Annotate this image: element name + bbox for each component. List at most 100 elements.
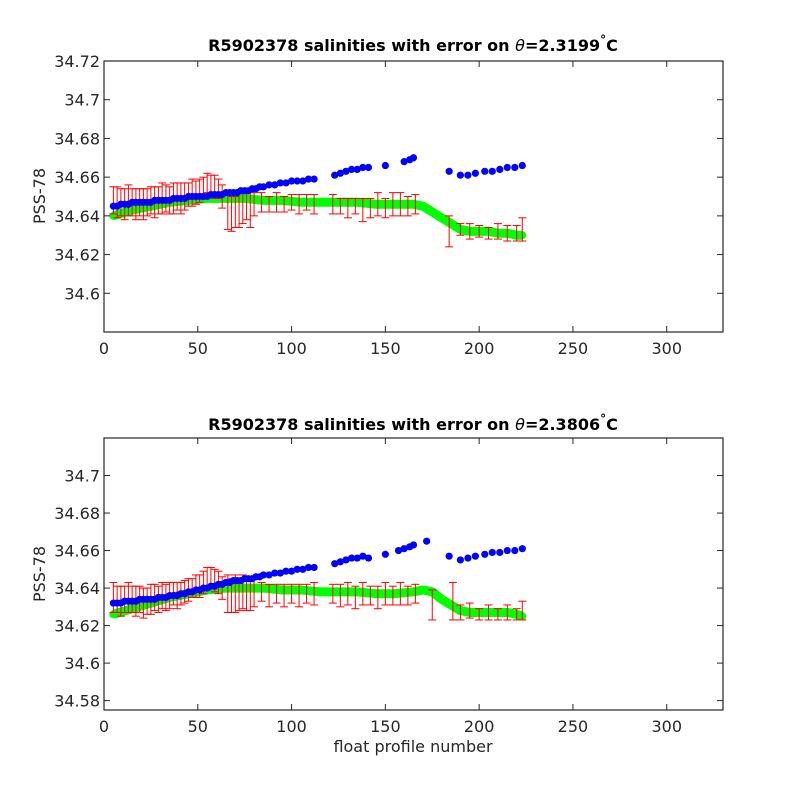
error-bar <box>465 602 474 619</box>
calibrated-point <box>390 589 399 598</box>
error-bar <box>287 583 296 604</box>
measured-point <box>518 161 526 170</box>
calibrated-point <box>447 219 456 228</box>
calibrated-point <box>428 207 437 216</box>
calibrated-point <box>409 200 418 209</box>
error-bar <box>475 225 484 238</box>
measured-point <box>271 181 279 189</box>
calibrated-point <box>259 196 268 205</box>
error-bar <box>396 581 405 606</box>
error-bar <box>475 608 484 621</box>
calibrated-point <box>334 587 343 596</box>
calibrated-point <box>240 584 249 593</box>
measured-point <box>445 167 453 175</box>
y-tick-label: 34.58 <box>54 692 100 711</box>
x-tick-label: 150 <box>370 339 401 358</box>
chart-bottom-x-axis: 0 50 100 150 200 250 300 <box>99 438 682 736</box>
error-bar <box>310 194 319 215</box>
measured-point <box>464 171 472 179</box>
calibrated-point <box>447 600 456 609</box>
error-bar <box>381 581 390 606</box>
measured-point <box>310 175 318 183</box>
measured-point <box>511 546 519 555</box>
measured-point <box>496 548 504 557</box>
x-tick-label: 50 <box>188 717 208 736</box>
calibrated-point <box>296 585 305 594</box>
chart-bottom-measured-series <box>109 537 526 607</box>
error-bar <box>265 196 274 213</box>
measured-point <box>304 175 313 183</box>
measured-point <box>293 177 301 185</box>
measured-point <box>265 181 273 189</box>
x-tick-label: 250 <box>558 717 589 736</box>
error-bar <box>328 583 337 604</box>
y-tick-label: 34.64 <box>54 207 100 226</box>
measured-point <box>496 165 504 173</box>
error-bar <box>218 576 227 600</box>
measured-point <box>293 565 301 573</box>
x-tick-label: 0 <box>99 339 109 358</box>
chart-top: R5902378 salinities with error on θ=2.31… <box>30 33 724 358</box>
error-bar <box>343 581 352 606</box>
x-tick-label: 250 <box>558 339 589 358</box>
measured-point <box>381 161 389 170</box>
calibrated-point <box>418 585 427 594</box>
error-bar <box>503 604 512 621</box>
error-bar <box>456 223 465 236</box>
error-bar <box>388 585 397 606</box>
error-bar <box>381 197 390 219</box>
x-tick-label: 0 <box>99 717 109 736</box>
y-tick-label: 34.62 <box>54 246 100 265</box>
measured-point <box>359 163 367 172</box>
measured-point <box>471 552 479 560</box>
x-tick-label: 300 <box>651 339 682 358</box>
error-bar <box>295 194 304 215</box>
calibrated-point <box>315 198 324 207</box>
calibrated-point <box>371 589 380 598</box>
measured-point <box>276 179 284 187</box>
measured-point <box>488 548 496 557</box>
chart-bottom-title: R5902378 salinities with error on θ=2.38… <box>208 412 618 434</box>
error-bar <box>295 583 304 608</box>
error-bar <box>188 178 197 207</box>
error-bar <box>388 192 397 217</box>
measured-point <box>423 537 431 545</box>
error-bar <box>272 583 281 604</box>
measured-point <box>464 554 472 562</box>
calibrated-point <box>390 200 399 209</box>
y-tick-label: 34.68 <box>54 504 100 523</box>
error-bar <box>456 604 465 621</box>
error-bar <box>358 581 367 606</box>
error-bar <box>336 197 345 215</box>
error-bar <box>351 197 360 215</box>
x-tick-label: 150 <box>370 717 401 736</box>
error-bar <box>343 197 352 219</box>
measured-point <box>471 169 479 177</box>
y-tick-label: 34.7 <box>64 91 100 110</box>
error-bar <box>411 194 420 215</box>
measured-point <box>481 550 489 558</box>
chart-bottom-x-label: float profile number <box>333 737 493 756</box>
x-tick-label: 50 <box>188 339 208 358</box>
calibrated-point <box>296 198 305 207</box>
measured-point <box>304 563 313 572</box>
y-tick-label: 34.72 <box>54 52 100 71</box>
measured-point <box>299 565 307 573</box>
y-tick-label: 34.68 <box>54 129 100 148</box>
error-bar <box>358 197 367 223</box>
calibrated-point <box>334 198 343 207</box>
error-bar <box>287 194 296 211</box>
measured-point <box>336 558 344 566</box>
measured-point <box>331 560 339 568</box>
measured-point <box>299 177 307 185</box>
error-bar <box>373 192 382 217</box>
error-bar <box>272 192 281 213</box>
measured-point <box>276 569 284 577</box>
measured-point <box>353 554 361 562</box>
measured-point <box>409 541 418 549</box>
x-tick-label: 200 <box>464 339 495 358</box>
error-bar <box>503 225 512 242</box>
measured-point <box>310 563 318 572</box>
chart-bottom-frame <box>103 437 724 711</box>
measured-point <box>265 571 273 579</box>
